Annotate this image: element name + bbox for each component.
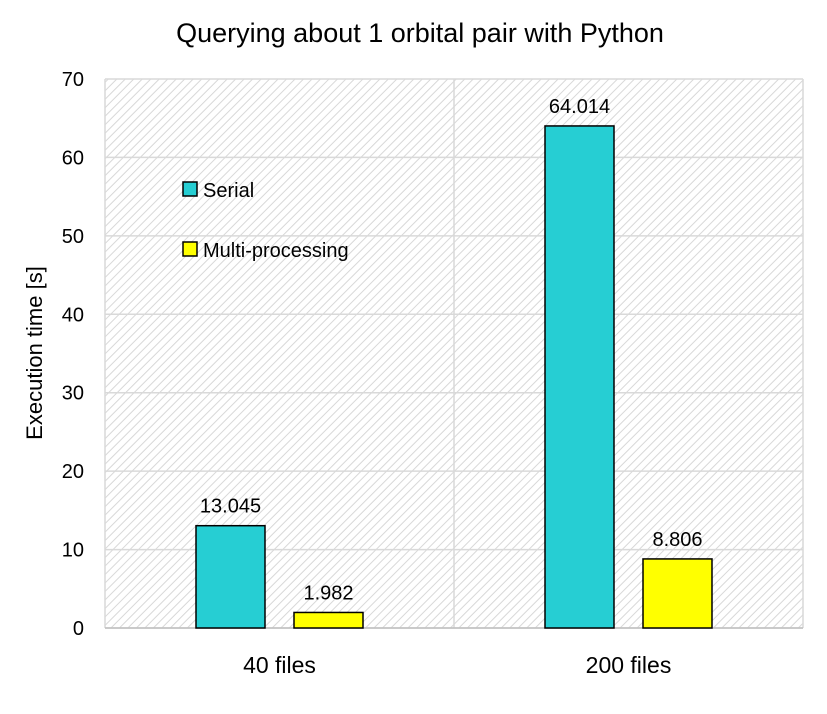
- legend-label-1: Multi-processing: [203, 240, 349, 262]
- data-label-0-0: 13.045: [200, 496, 261, 518]
- data-labels: 13.045 1.982 64.014 8.806: [200, 96, 703, 605]
- x-category-label-0: 40 files: [243, 652, 316, 678]
- y-tick-label-1: 10: [62, 540, 84, 562]
- data-label-1-1: 8.806: [652, 529, 702, 551]
- legend-label-0: Serial: [203, 180, 254, 202]
- legend-swatch-1: [182, 241, 198, 257]
- y-tick-label-3: 30: [62, 383, 84, 405]
- y-axis-ticks: 0 10 20 30 40 50 60 70: [62, 69, 84, 640]
- x-category-label-1: 200 files: [586, 652, 672, 678]
- data-label-0-1: 64.014: [549, 96, 610, 118]
- y-tick-label-7: 70: [62, 69, 84, 91]
- y-axis-title: Execution time [s]: [22, 266, 47, 440]
- bar-serial-1: [544, 125, 615, 629]
- y-tick-label-0: 0: [73, 618, 84, 640]
- bar-multi-processing-0: [293, 611, 364, 629]
- chart-title: Querying about 1 orbital pair with Pytho…: [176, 18, 664, 48]
- y-tick-label-5: 50: [62, 226, 84, 248]
- bars: [195, 125, 713, 629]
- x-axis-categories: 40 files 200 files: [243, 652, 671, 678]
- gridlines: [104, 78, 804, 629]
- legend: Serial Multi-processing: [182, 180, 349, 262]
- y-tick-label-4: 40: [62, 304, 84, 326]
- bar-multi-processing-1: [642, 558, 713, 629]
- bar-serial-0: [195, 524, 266, 629]
- y-tick-label-2: 20: [62, 461, 84, 483]
- legend-swatch-0: [182, 181, 198, 197]
- y-tick-label-6: 60: [62, 147, 84, 169]
- data-label-1-0: 1.982: [303, 582, 353, 604]
